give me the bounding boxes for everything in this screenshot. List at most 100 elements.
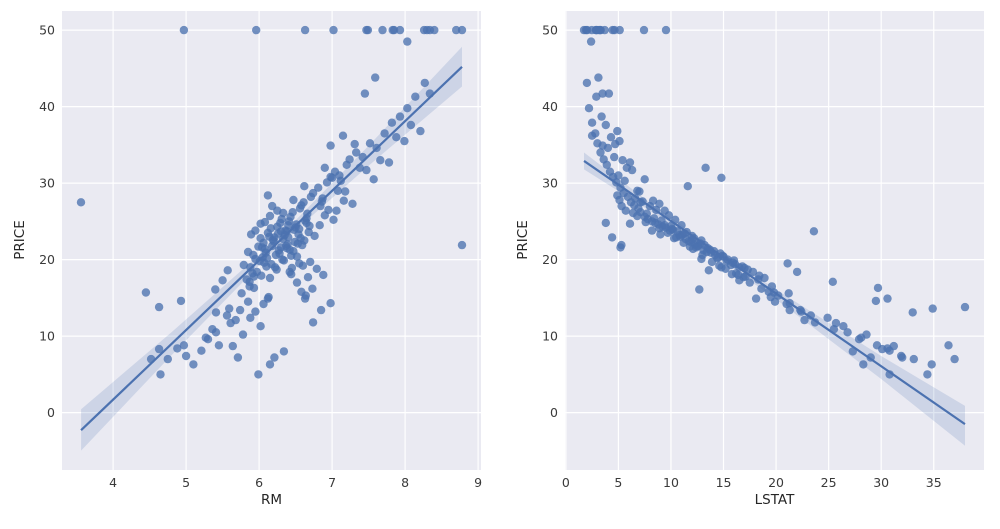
data-point xyxy=(211,308,221,317)
y-tick-label: 20 xyxy=(39,252,55,267)
chart-rm-vs-price: 4 5 6 7 8 9 0 10 20 30 40 50 xyxy=(39,11,482,490)
data-point xyxy=(226,318,235,328)
data-point xyxy=(306,257,315,267)
data-point xyxy=(254,370,263,379)
data-point xyxy=(683,182,692,191)
data-point xyxy=(704,266,713,275)
data-point xyxy=(596,148,605,157)
data-point xyxy=(604,89,614,98)
data-point xyxy=(295,224,304,234)
data-point xyxy=(950,354,959,364)
y-tick-label: 50 xyxy=(39,22,55,37)
x-tick-label: 25 xyxy=(821,475,837,490)
data-point xyxy=(303,273,313,282)
data-point xyxy=(843,328,852,337)
data-point xyxy=(862,330,871,339)
data-point xyxy=(308,318,318,327)
data-point xyxy=(362,165,371,175)
data-point xyxy=(406,120,416,130)
data-point xyxy=(327,173,337,182)
data-point xyxy=(284,221,293,230)
data-point xyxy=(376,156,385,165)
data-point xyxy=(656,230,665,239)
data-point xyxy=(300,182,309,191)
data-point xyxy=(279,256,289,265)
data-point xyxy=(613,126,622,136)
data-point xyxy=(154,302,164,312)
x-tick-label: 35 xyxy=(926,475,942,490)
data-point xyxy=(218,276,227,285)
data-point xyxy=(285,245,294,254)
data-point xyxy=(928,304,937,313)
data-point xyxy=(717,173,726,182)
chart-lstat-vs-price: 0 5 10 15 20 25 30 35 0 10 20 30 40 50 xyxy=(542,11,984,490)
data-point xyxy=(326,141,335,150)
y-axis-label-price-left: PRICE xyxy=(12,220,28,260)
data-point xyxy=(599,155,608,164)
data-point xyxy=(276,227,286,236)
regression-line xyxy=(583,160,966,426)
data-point xyxy=(839,322,848,331)
data-point xyxy=(598,89,607,98)
x-tick-label: 30 xyxy=(873,475,889,490)
data-point xyxy=(721,264,730,273)
data-point xyxy=(923,370,932,379)
data-point xyxy=(320,163,329,172)
data-point xyxy=(268,201,277,211)
data-point xyxy=(660,206,669,215)
data-point xyxy=(403,104,412,113)
data-point xyxy=(616,243,625,252)
data-point xyxy=(189,360,198,369)
data-point xyxy=(326,299,335,308)
data-point xyxy=(308,188,318,198)
y-tick-label: 40 xyxy=(542,99,558,114)
data-point xyxy=(639,25,649,35)
data-point xyxy=(883,294,892,303)
data-point xyxy=(628,208,638,218)
data-point xyxy=(319,270,328,280)
data-point xyxy=(378,25,387,35)
x-tick-label: 0 xyxy=(562,475,570,490)
data-point xyxy=(655,199,664,208)
data-point xyxy=(800,315,809,325)
data-point xyxy=(246,230,256,239)
y-tick-label: 0 xyxy=(550,405,558,420)
data-point xyxy=(715,261,724,270)
data-point xyxy=(611,139,620,149)
data-point xyxy=(809,227,819,236)
data-point xyxy=(606,133,616,142)
data-point xyxy=(270,263,280,272)
data-point xyxy=(292,278,302,287)
data-point xyxy=(308,284,317,293)
data-point xyxy=(314,183,323,192)
data-point xyxy=(597,112,606,121)
data-point xyxy=(384,158,394,167)
data-point xyxy=(369,175,378,184)
data-point xyxy=(300,25,310,35)
data-point xyxy=(339,196,348,205)
x-tick-label: 10 xyxy=(663,475,679,490)
data-point xyxy=(898,353,907,362)
data-point xyxy=(251,307,260,316)
x-tick-label: 20 xyxy=(768,475,784,490)
data-point xyxy=(698,250,707,260)
data-point xyxy=(233,353,243,362)
data-point xyxy=(156,370,165,379)
data-point xyxy=(329,215,338,224)
data-point xyxy=(76,198,86,207)
data-point xyxy=(582,78,592,88)
x-tick-label: 8 xyxy=(401,475,409,490)
data-point xyxy=(592,92,601,101)
data-point xyxy=(823,313,832,322)
data-point xyxy=(828,277,837,286)
data-point xyxy=(350,139,359,149)
data-point xyxy=(285,267,294,277)
data-point xyxy=(395,112,405,121)
data-point xyxy=(878,344,887,354)
data-point xyxy=(635,187,644,196)
data-point xyxy=(243,297,253,306)
data-point xyxy=(173,344,182,353)
data-point xyxy=(249,283,259,293)
data-point xyxy=(352,148,361,157)
data-point xyxy=(601,120,610,130)
